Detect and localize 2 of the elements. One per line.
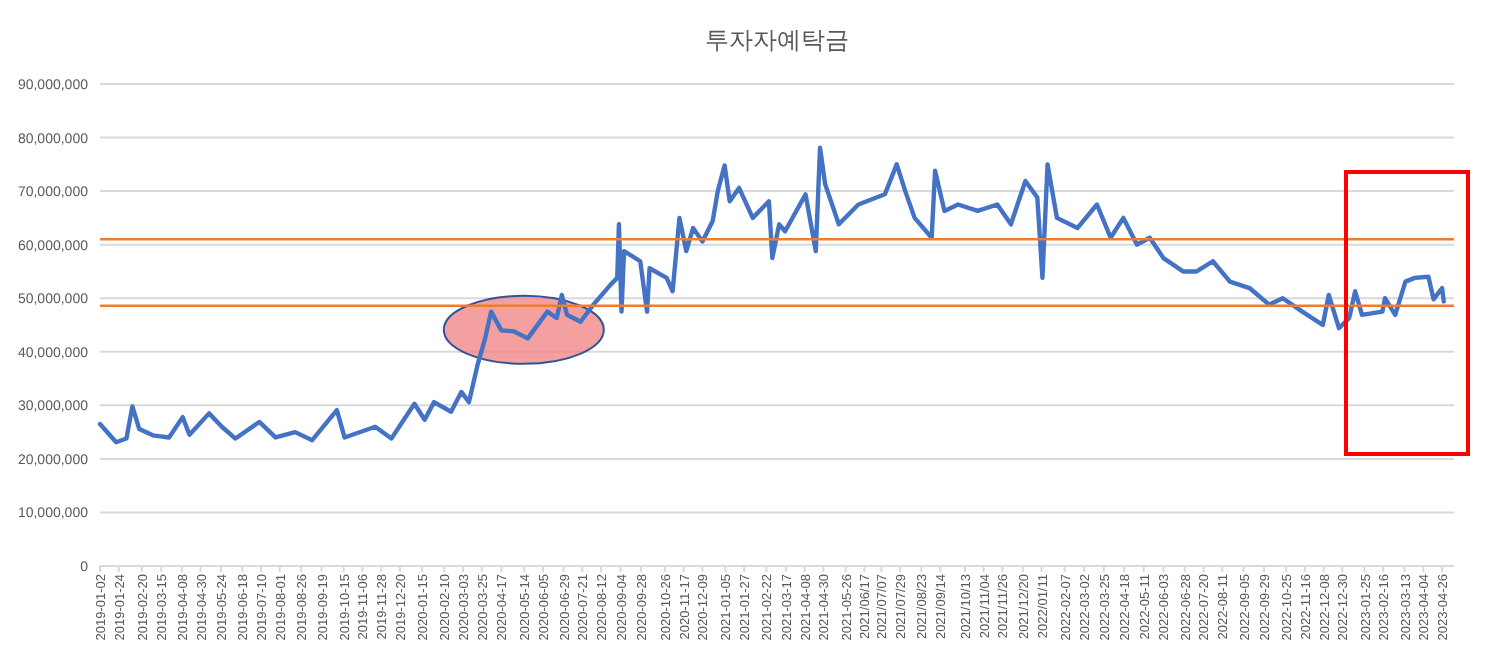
chart-title: 투자자예탁금 bbox=[705, 26, 849, 54]
line-series bbox=[97, 145, 1446, 445]
